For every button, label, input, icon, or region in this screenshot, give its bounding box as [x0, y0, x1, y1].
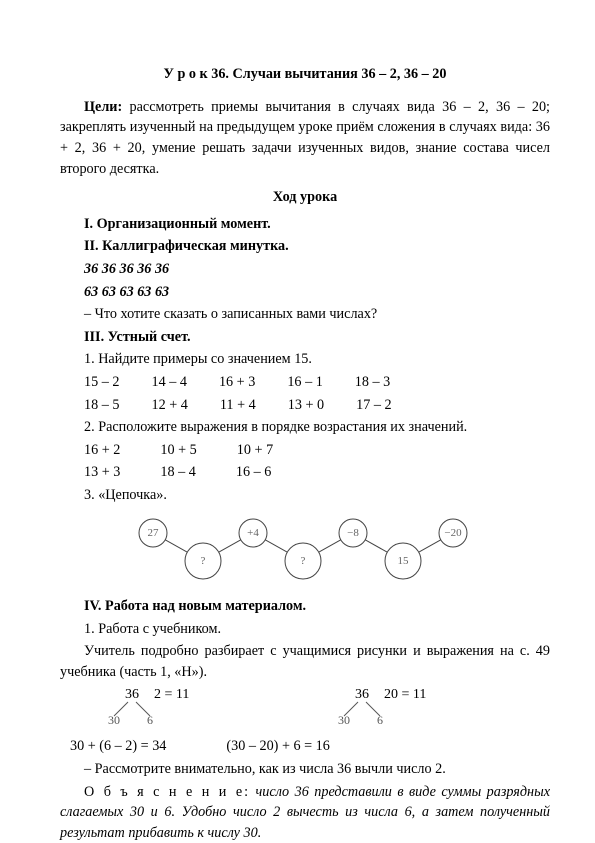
look-text: – Рассмотрите внимательно, как из числа … — [60, 759, 550, 780]
section-2: II. Каллиграфическая минутка. — [60, 236, 550, 257]
ex: 14 – 4 — [151, 372, 186, 393]
explain-label: О б ъ я с н е н и е: — [84, 784, 250, 800]
ex: 17 – 2 — [356, 395, 391, 416]
s4-text: Учитель подробно разбирает с учащимися р… — [60, 641, 550, 682]
svg-text:20 = 11: 20 = 11 — [384, 687, 426, 702]
ex: 13 + 0 — [288, 395, 324, 416]
svg-text:30: 30 — [108, 713, 120, 727]
section-4: IV. Работа над новым материалом. — [60, 596, 550, 617]
question-1: – Что хотите сказать о записанных вами ч… — [60, 304, 550, 325]
ex: 10 + 5 — [160, 440, 196, 461]
ex: 18 – 4 — [160, 462, 195, 483]
ex: 16 + 2 — [84, 440, 120, 461]
s4-task-1: 1. Работа с учебником. — [60, 619, 550, 640]
ex: 18 – 5 — [84, 395, 119, 416]
plan-heading: Ход урока — [60, 187, 550, 208]
svg-text:?: ? — [201, 555, 206, 567]
ex: 16 – 6 — [236, 462, 271, 483]
svg-text:−8: −8 — [347, 527, 359, 539]
ex: 15 – 2 — [84, 372, 119, 393]
worked-examples: 30 + (6 – 2) = 34 (30 – 20) + 6 = 16 — [70, 736, 550, 757]
s3-task-2: 2. Расположите выражения в порядке возра… — [60, 417, 550, 438]
s3-task-1: 1. Найдите примеры со значением 15. — [60, 349, 550, 370]
tree-1: 36 2 = 11 30 6 — [92, 686, 232, 732]
ex: 12 + 4 — [151, 395, 187, 416]
examples-row-2: 18 – 5 12 + 4 11 + 4 13 + 0 17 – 2 — [84, 395, 550, 416]
ex: 11 + 4 — [220, 395, 256, 416]
examples-row-4: 13 + 3 18 – 4 16 – 6 — [84, 462, 550, 483]
ex: 16 – 1 — [287, 372, 322, 393]
svg-text:36: 36 — [125, 687, 139, 702]
examples-row-3: 16 + 2 10 + 5 10 + 7 — [84, 440, 550, 461]
ex: 16 + 3 — [219, 372, 255, 393]
svg-text:6: 6 — [147, 713, 153, 727]
svg-text:6: 6 — [377, 713, 383, 727]
ex: 13 + 3 — [84, 462, 120, 483]
svg-text:27: 27 — [148, 527, 160, 539]
svg-text:?: ? — [301, 555, 306, 567]
svg-text:15: 15 — [398, 555, 410, 567]
section-1: I. Организационный момент. — [60, 214, 550, 235]
s3-task-3: 3. «Цепочка». — [60, 485, 550, 506]
ex: 18 – 3 — [355, 372, 390, 393]
svg-text:36: 36 — [355, 687, 369, 702]
svg-text:30: 30 — [338, 713, 350, 727]
example-b: (30 – 20) + 6 = 16 — [226, 736, 329, 757]
ex: 10 + 7 — [237, 440, 273, 461]
svg-text:+4: +4 — [247, 527, 259, 539]
decomposition-trees: 36 2 = 11 30 6 36 20 = 11 30 6 — [92, 686, 550, 732]
chain-diagram: 27? +4? −8 15 −20 — [60, 511, 550, 590]
svg-text:−20: −20 — [444, 527, 462, 539]
svg-text:2 = 11: 2 = 11 — [154, 687, 189, 702]
calligraphy-line-2: 63 63 63 63 63 — [60, 282, 550, 303]
goals-text: Цели: рассмотреть приемы вычитания в слу… — [60, 97, 550, 179]
examples-row-1: 15 – 2 14 – 4 16 + 3 16 – 1 18 – 3 — [84, 372, 550, 393]
lesson-title: У р о к 36. Случаи вычитания 36 – 2, 36 … — [60, 64, 550, 85]
calligraphy-line-1: 36 36 36 36 36 — [60, 259, 550, 280]
section-3: III. Устный счет. — [60, 327, 550, 348]
explanation: О б ъ я с н е н и е: число 36 представил… — [60, 782, 550, 843]
example-a: 30 + (6 – 2) = 34 — [70, 736, 166, 757]
tree-2: 36 20 = 11 30 6 — [322, 686, 472, 732]
